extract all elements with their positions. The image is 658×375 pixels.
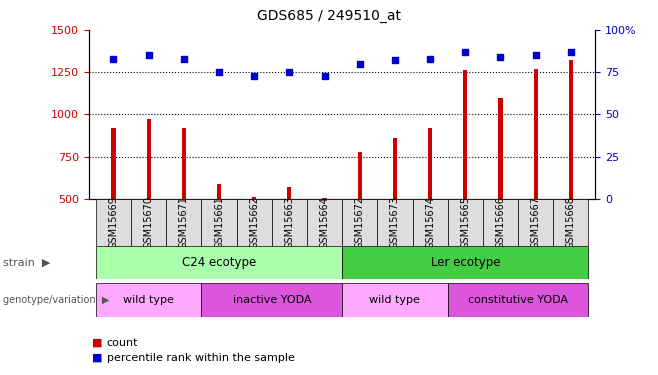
Bar: [182, 128, 186, 199]
Bar: [358, 152, 362, 199]
Bar: [498, 98, 503, 199]
Bar: [131, 199, 166, 246]
Text: wild type: wild type: [370, 295, 420, 305]
Bar: [96, 246, 342, 279]
Bar: [377, 199, 413, 246]
Bar: [288, 187, 291, 199]
Text: genotype/variation  ▶: genotype/variation ▶: [3, 295, 110, 305]
Point: [495, 54, 506, 60]
Bar: [252, 197, 257, 199]
Point: [425, 56, 436, 62]
Bar: [96, 199, 131, 246]
Bar: [147, 119, 151, 199]
Bar: [393, 138, 397, 199]
Point: [249, 73, 259, 79]
Point: [143, 53, 154, 58]
Bar: [413, 199, 447, 246]
Text: GSM15661: GSM15661: [214, 196, 224, 249]
Point: [319, 73, 330, 79]
Text: GSM15674: GSM15674: [425, 196, 435, 249]
Bar: [534, 69, 538, 199]
Point: [108, 56, 118, 62]
Point: [460, 49, 470, 55]
Text: ■: ■: [92, 353, 103, 363]
Point: [566, 49, 576, 55]
Text: GSM15671: GSM15671: [179, 196, 189, 249]
Text: GDS685 / 249510_at: GDS685 / 249510_at: [257, 9, 401, 23]
Text: GSM15665: GSM15665: [461, 196, 470, 249]
Text: GSM15669: GSM15669: [109, 196, 118, 249]
Text: GSM15663: GSM15663: [284, 196, 294, 249]
Bar: [201, 199, 237, 246]
Text: GSM15668: GSM15668: [566, 196, 576, 249]
Point: [530, 53, 541, 58]
Text: ■: ■: [92, 338, 103, 348]
Point: [178, 56, 189, 62]
Bar: [553, 199, 588, 246]
Point: [284, 69, 295, 75]
Text: C24 ecotype: C24 ecotype: [182, 256, 256, 269]
Text: GSM15666: GSM15666: [495, 196, 505, 249]
Text: GSM15662: GSM15662: [249, 196, 259, 249]
Bar: [483, 199, 518, 246]
Bar: [272, 199, 307, 246]
Bar: [201, 283, 342, 317]
Bar: [322, 198, 326, 199]
Text: GSM15673: GSM15673: [390, 196, 400, 249]
Text: inactive YODA: inactive YODA: [232, 295, 311, 305]
Bar: [342, 246, 588, 279]
Bar: [307, 199, 342, 246]
Bar: [447, 199, 483, 246]
Text: GSM15672: GSM15672: [355, 196, 365, 249]
Point: [390, 57, 400, 63]
Text: GSM15670: GSM15670: [143, 196, 154, 249]
Text: constitutive YODA: constitutive YODA: [468, 295, 568, 305]
Bar: [217, 184, 221, 199]
Bar: [166, 199, 201, 246]
Bar: [111, 128, 116, 199]
Text: strain  ▶: strain ▶: [3, 258, 51, 267]
Bar: [428, 128, 432, 199]
Text: percentile rank within the sample: percentile rank within the sample: [107, 353, 295, 363]
Bar: [237, 199, 272, 246]
Bar: [463, 70, 467, 199]
Bar: [447, 283, 588, 317]
Text: count: count: [107, 338, 138, 348]
Text: GSM15667: GSM15667: [530, 196, 541, 249]
Text: GSM15664: GSM15664: [320, 196, 330, 249]
Bar: [342, 283, 447, 317]
Bar: [518, 199, 553, 246]
Point: [355, 61, 365, 67]
Bar: [342, 199, 377, 246]
Point: [214, 69, 224, 75]
Bar: [569, 60, 573, 199]
Text: Ler ecotype: Ler ecotype: [430, 256, 500, 269]
Bar: [96, 283, 201, 317]
Text: wild type: wild type: [123, 295, 174, 305]
